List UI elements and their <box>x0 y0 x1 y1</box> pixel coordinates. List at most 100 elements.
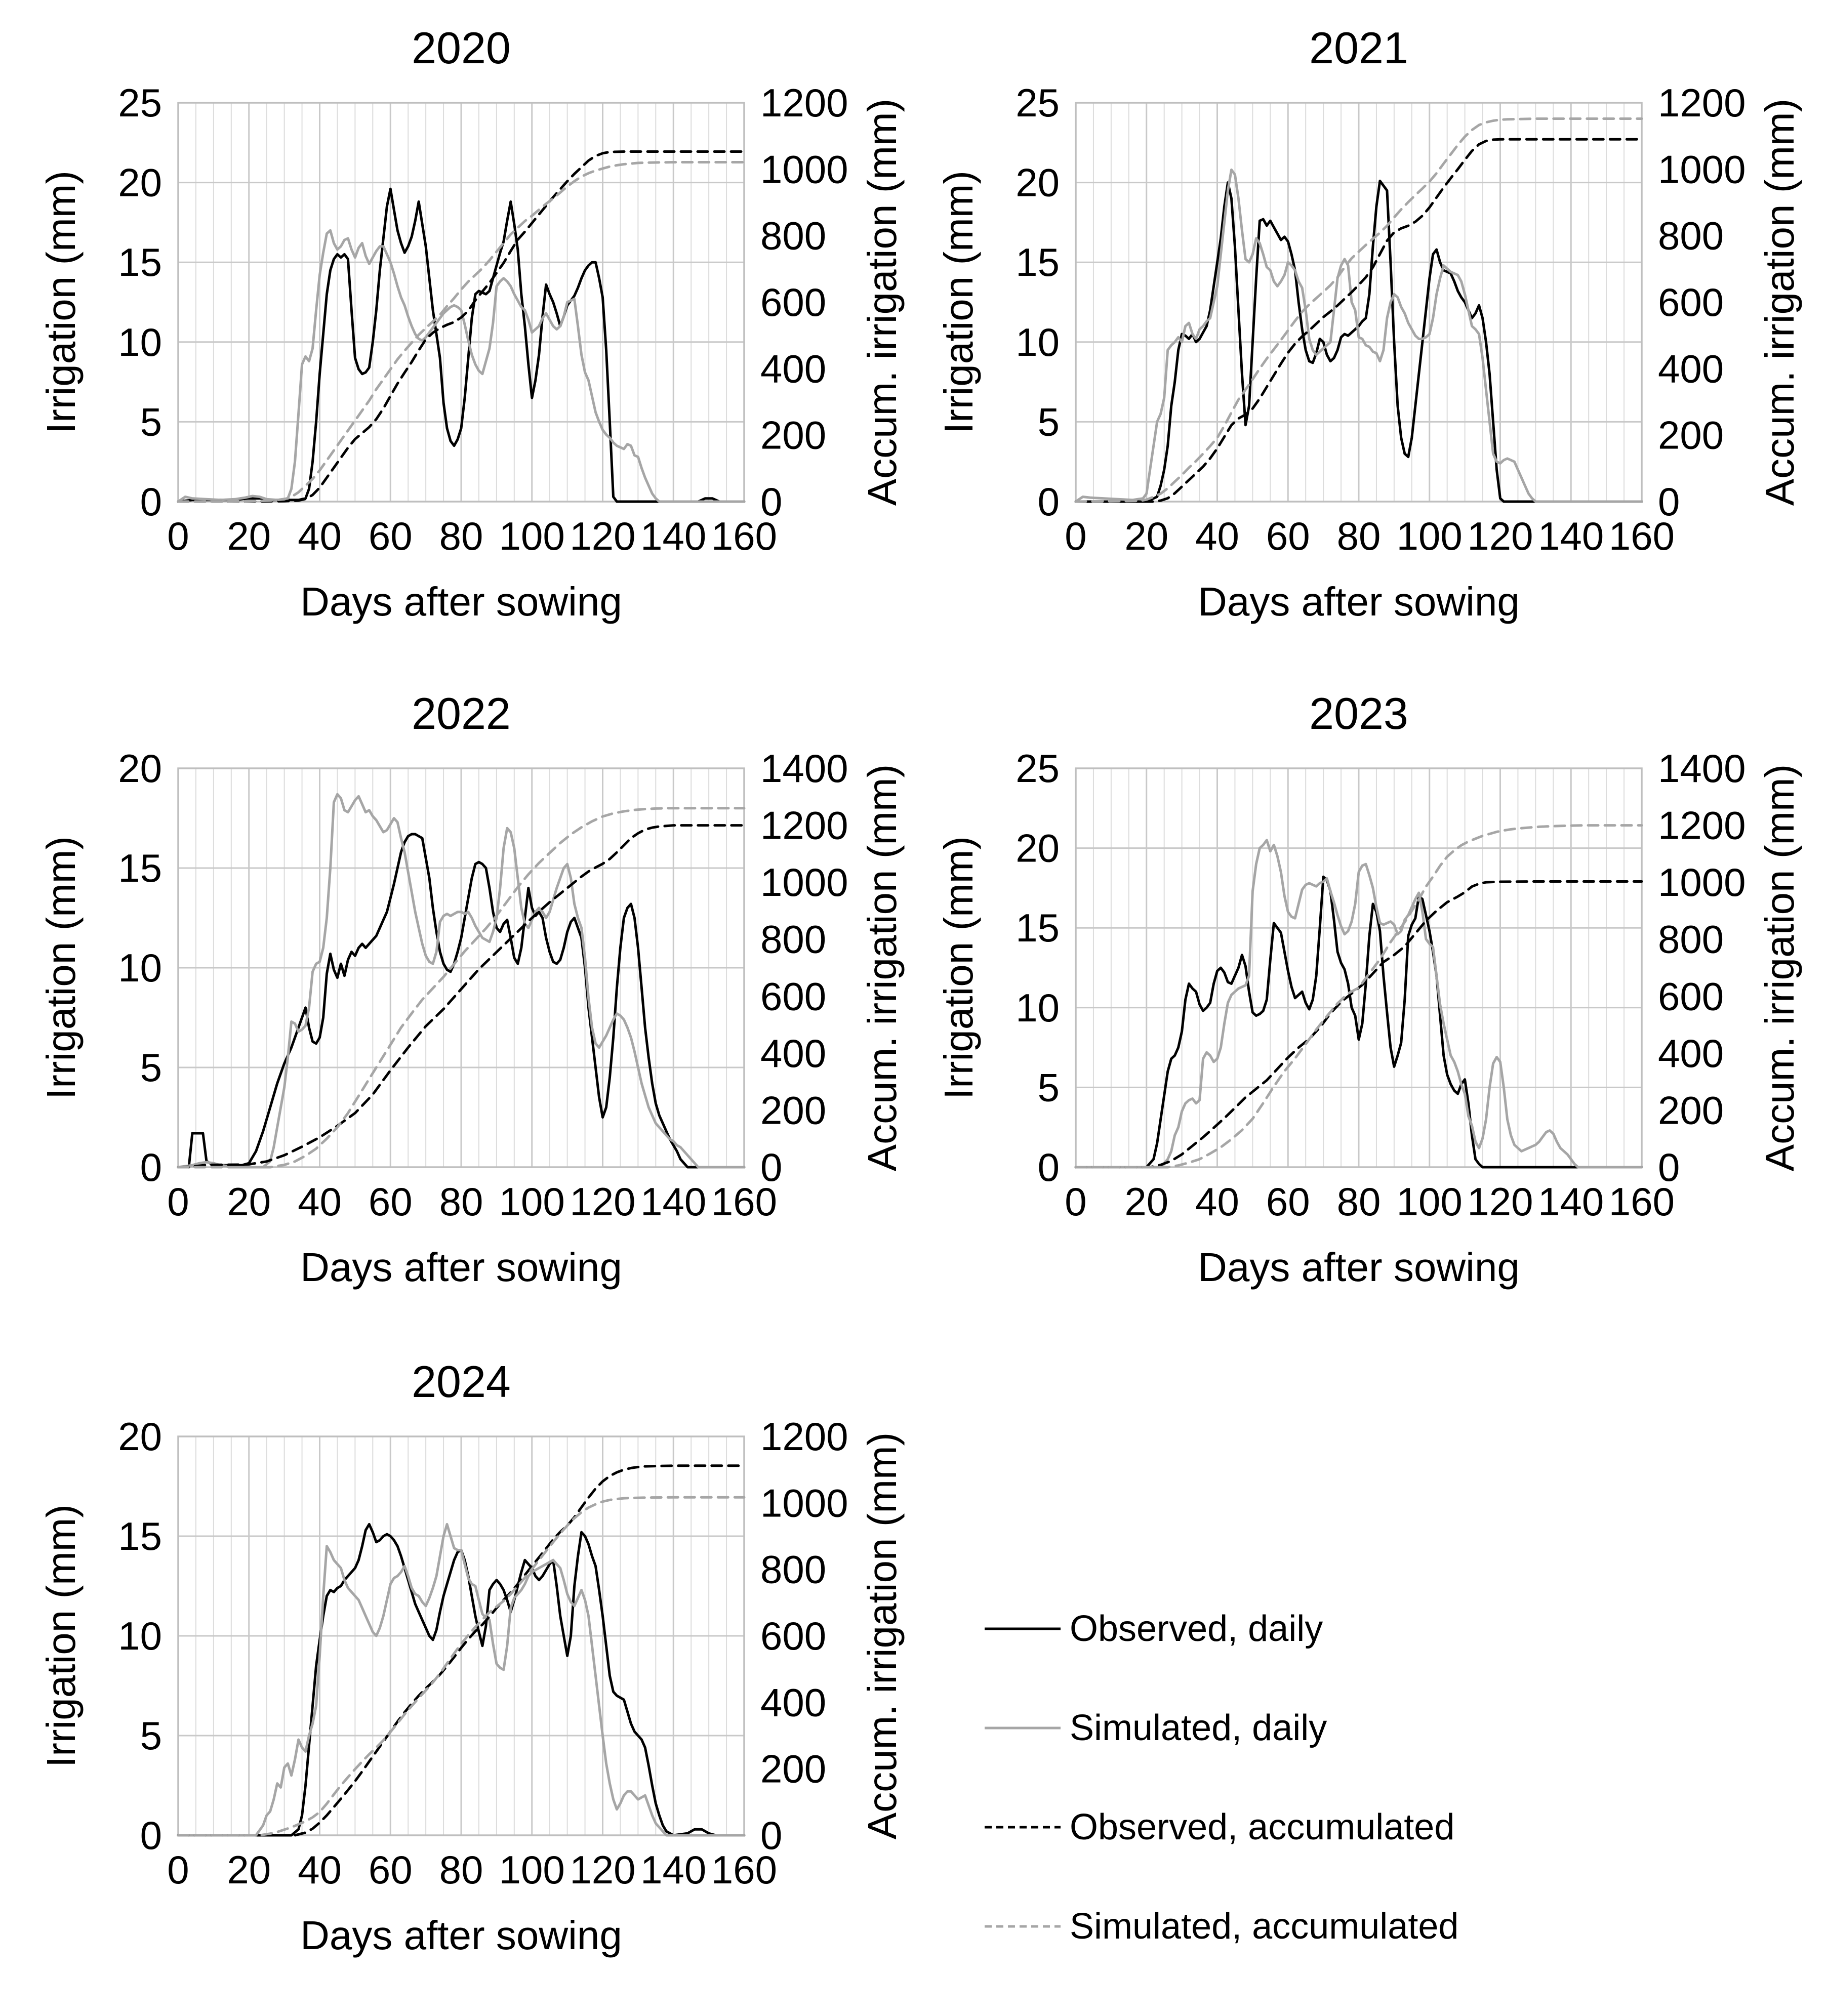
chart-2021: 0 5 10 15 20 25 0 200 400 600 800 1000 1200 0 20 40 60 80… <box>936 23 1802 624</box>
x-tick-160: 160 <box>1609 514 1675 558</box>
legend-label-observed-daily: Observed, daily <box>1070 1609 1323 1649</box>
left-tick-20: 20 <box>1016 826 1060 871</box>
right-tick-800: 800 <box>760 917 826 962</box>
x-axis-title: Days after sowing <box>1198 1245 1520 1290</box>
left-tick-5: 5 <box>140 399 162 444</box>
chart-title: 2020 <box>412 23 511 73</box>
series-simulated-daily <box>1074 839 1643 1169</box>
x-tick-80: 80 <box>439 514 483 558</box>
series-observed-accumulated <box>177 824 746 1169</box>
left-tick-20: 20 <box>1016 160 1060 205</box>
chart-title: 2021 <box>1309 23 1408 73</box>
right-tick-600: 600 <box>1658 974 1724 1018</box>
right-axis-title: Accum. irrigation (mm) <box>1757 99 1802 506</box>
x-tick-160: 160 <box>711 514 777 558</box>
x-tick-120: 120 <box>570 1179 635 1224</box>
x-tick-140: 140 <box>640 1179 706 1224</box>
chart-2023: 0 5 10 15 20 25 0 200 400 600 800 1000 1200 1400 0 20 40… <box>936 688 1802 1290</box>
gridlines <box>177 767 745 1167</box>
x-tick-100: 100 <box>499 514 565 558</box>
right-tick-600: 600 <box>760 974 826 1018</box>
left-tick-25: 25 <box>1016 746 1060 791</box>
x-tick-100: 100 <box>1397 514 1463 558</box>
right-tick-1200: 1200 <box>760 80 848 125</box>
right-tick-1000: 1000 <box>1658 860 1746 904</box>
chart-panel-2024: 0 5 10 15 20 0 200 400 600 800 1000 1200 0 20 40 60 80 10… <box>30 1346 926 1994</box>
right-tick-1000: 1000 <box>760 1480 848 1525</box>
x-tick-40: 40 <box>298 514 342 558</box>
x-tick-140: 140 <box>1538 1179 1604 1224</box>
chart-panel-2020: 0 5 10 15 20 25 0 200 400 600 800 1000 1200 0 20 40 60 80… <box>30 13 926 661</box>
right-tick-1000: 1000 <box>1658 147 1746 191</box>
x-tick-140: 140 <box>640 514 706 558</box>
left-tick-15: 15 <box>118 240 162 284</box>
x-tick-40: 40 <box>1195 1179 1239 1224</box>
legend-item-simulated-accumulated: Simulated, accumulated <box>985 1877 1693 1976</box>
left-tick-5: 5 <box>1038 399 1060 444</box>
x-tick-160: 160 <box>1609 1179 1675 1224</box>
legend-item-simulated-daily: Simulated, daily <box>985 1678 1693 1778</box>
right-tick-1000: 1000 <box>760 860 848 904</box>
left-axis-title: Irrigation (mm) <box>936 836 981 1099</box>
right-tick-0: 0 <box>760 479 782 524</box>
series-observed-accumulated <box>1074 138 1643 503</box>
chart-title: 2022 <box>412 688 511 738</box>
observed-daily-line-icon <box>985 1627 1061 1630</box>
left-tick-10: 10 <box>118 1614 162 1658</box>
right-axis-title: Accum. irrigation (mm) <box>860 764 905 1172</box>
legend-label-simulated-daily: Simulated, daily <box>1070 1708 1327 1748</box>
series-simulated-accumulated <box>177 807 746 1169</box>
x-tick-20: 20 <box>227 1179 271 1224</box>
x-tick-80: 80 <box>439 1179 483 1224</box>
x-tick-20: 20 <box>1124 1179 1168 1224</box>
series-simulated-daily <box>177 793 746 1169</box>
right-tick-0: 0 <box>760 1145 782 1189</box>
x-tick-40: 40 <box>1195 514 1239 558</box>
x-tick-0: 0 <box>167 514 189 558</box>
right-tick-1200: 1200 <box>1658 80 1746 125</box>
x-tick-0: 0 <box>1065 514 1086 558</box>
right-tick-1200: 1200 <box>1658 803 1746 848</box>
plot-border <box>1075 767 1643 1168</box>
x-tick-120: 120 <box>570 514 635 558</box>
left-tick-0: 0 <box>1038 479 1060 524</box>
left-tick-20: 20 <box>118 1414 162 1459</box>
x-tick-20: 20 <box>1124 514 1168 558</box>
x-axis-title: Days after sowing <box>1198 579 1520 624</box>
right-axis-title: Accum. irrigation (mm) <box>1757 764 1802 1172</box>
x-tick-0: 0 <box>1065 1179 1086 1224</box>
series-observed-accumulated <box>177 150 746 503</box>
right-tick-200: 200 <box>760 1088 826 1132</box>
legend-item-observed-daily: Observed, daily <box>985 1579 1693 1678</box>
series-simulated-daily <box>177 229 746 503</box>
series-simulated-daily <box>1074 168 1643 503</box>
series-simulated-accumulated <box>177 161 746 503</box>
x-tick-120: 120 <box>570 1847 635 1892</box>
right-tick-200: 200 <box>760 1747 826 1791</box>
x-tick-40: 40 <box>298 1179 342 1224</box>
left-tick-15: 15 <box>1016 906 1060 950</box>
x-tick-120: 120 <box>1467 514 1533 558</box>
x-tick-160: 160 <box>711 1847 777 1892</box>
left-tick-5: 5 <box>1038 1065 1060 1109</box>
left-tick-5: 5 <box>140 1045 162 1090</box>
right-tick-600: 600 <box>760 280 826 324</box>
left-tick-20: 20 <box>118 160 162 205</box>
axis-tick-labels: 0 5 10 15 20 25 0 200 400 600 800 1000 1200 1400 0 20 40… <box>1016 746 1745 1224</box>
x-tick-100: 100 <box>499 1847 565 1892</box>
chart-title: 2023 <box>1309 688 1408 738</box>
plot-border <box>177 1435 745 1836</box>
x-tick-60: 60 <box>1266 514 1310 558</box>
legend: Observed, daily Simulated, daily Observe… <box>985 1579 1693 1976</box>
x-tick-80: 80 <box>1337 514 1381 558</box>
right-tick-400: 400 <box>760 1031 826 1076</box>
axis-tick-labels: 0 5 10 15 20 25 0 200 400 600 800 1000 1200 0 20 40 60 80… <box>118 80 848 558</box>
left-tick-15: 15 <box>1016 240 1060 284</box>
x-tick-100: 100 <box>499 1179 565 1224</box>
right-axis-title: Accum. irrigation (mm) <box>860 1432 905 1840</box>
plot-border <box>177 767 745 1168</box>
x-axis-title: Days after sowing <box>300 579 622 624</box>
series-observed-daily <box>177 833 746 1169</box>
